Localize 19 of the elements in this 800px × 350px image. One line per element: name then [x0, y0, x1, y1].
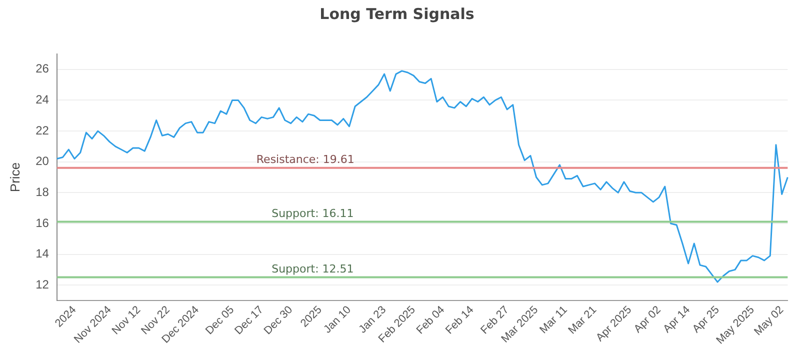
ref-line-label: Support: 16.11	[272, 207, 354, 220]
y-tick-label: 20	[36, 154, 50, 168]
y-tick-label: 14	[36, 246, 50, 261]
x-tick-label: Apr 02	[632, 304, 664, 336]
x-tick-label: Dec 30	[262, 304, 296, 338]
y-axis-title: Price	[7, 162, 22, 192]
y-tick-label: 22	[36, 123, 50, 138]
y-tick-label: 18	[36, 184, 50, 199]
chart-title: Long Term Signals	[320, 4, 474, 23]
y-tick-label: 24	[36, 92, 50, 107]
ref-line-label: Support: 12.51	[272, 262, 354, 276]
x-tick-label: May 02	[752, 304, 786, 338]
y-tick-label: 26	[36, 62, 50, 76]
y-tick-label: 12	[36, 277, 50, 292]
x-tick-label: Apr 14	[661, 304, 693, 336]
y-tick-label: 16	[36, 216, 50, 230]
ref-line-label: Resistance: 19.61	[256, 153, 354, 166]
x-tick-label: Jan 10	[322, 304, 354, 336]
x-tick-label: Feb 14	[444, 304, 476, 337]
